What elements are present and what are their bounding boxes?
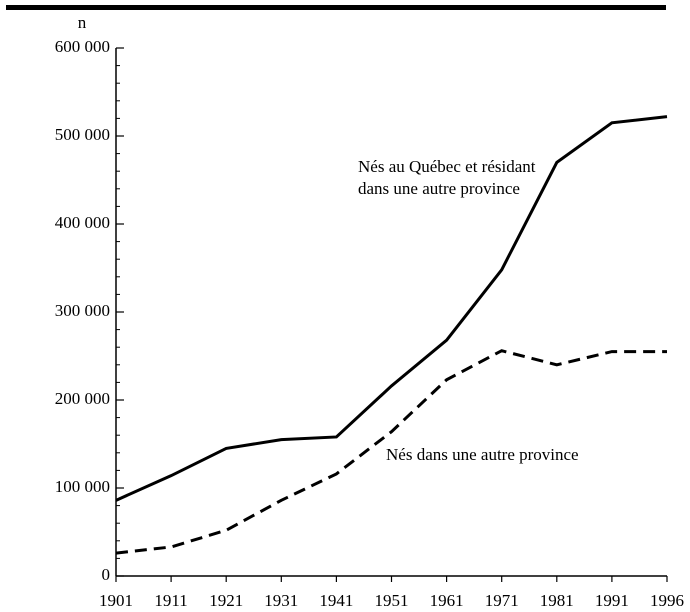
x-tick-label: 1951 [375,591,409,610]
y-tick-label: 600 000 [55,37,110,56]
x-tick-label: 1911 [154,591,187,610]
y-tick-label: 300 000 [55,301,110,320]
series-annotation: Nés dans une autre province [386,445,579,464]
series-annotation: Nés au Québec et résidant dans une autre… [358,157,536,198]
x-tick-label: 1961 [430,591,464,610]
y-tick-label: 500 000 [55,125,110,144]
x-tick-label: 1941 [319,591,353,610]
y-axis-label: n [78,13,87,32]
series-line [115,115,668,502]
series-line [115,349,667,555]
x-tick-label: 1921 [209,591,243,610]
y-tick-label: 0 [102,565,111,584]
x-tick-label: 1971 [485,591,519,610]
x-tick-label: 1981 [540,591,574,610]
x-tick-label: 1996 [650,591,684,610]
x-tick-label: 1991 [595,591,629,610]
x-tick-label: 1931 [264,591,298,610]
top-rule [6,5,666,10]
x-tick-label: 1901 [99,591,133,610]
y-tick-label: 100 000 [55,477,110,496]
y-tick-label: 200 000 [55,389,110,408]
y-tick-label: 400 000 [55,213,110,232]
